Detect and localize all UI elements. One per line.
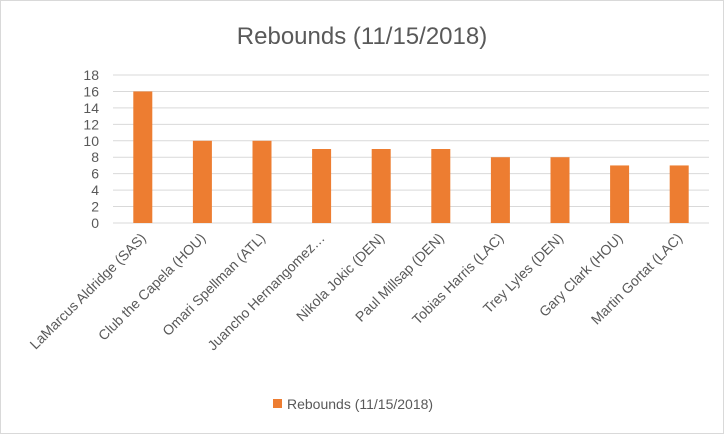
y-tick-label: 18 <box>83 67 99 83</box>
y-tick-label: 16 <box>83 83 99 99</box>
bar <box>610 165 630 223</box>
y-tick-label: 12 <box>83 116 99 132</box>
bar <box>192 140 212 223</box>
bar <box>371 149 391 223</box>
y-tick-label: 0 <box>91 215 99 231</box>
y-tick-label: 14 <box>83 100 99 116</box>
legend-label: Rebounds (11/15/2018) <box>287 396 433 412</box>
bar <box>431 149 451 223</box>
x-category-label: LaMarcus Aldridge (SAS) <box>26 230 148 352</box>
bar <box>312 149 332 223</box>
legend-swatch <box>273 399 282 408</box>
bar <box>550 157 570 223</box>
bar <box>490 157 510 223</box>
y-tick-label: 6 <box>91 166 99 182</box>
bar <box>669 165 689 223</box>
y-tick-label: 2 <box>91 199 99 215</box>
chart-title: Rebounds (11/15/2018) <box>237 23 487 50</box>
y-tick-label: 4 <box>91 182 99 198</box>
bar <box>252 140 272 223</box>
x-category-label: Club the Capela (HOU) <box>95 230 209 344</box>
bar <box>133 91 153 223</box>
x-category-label: Juancho Hernangomez… <box>204 230 328 354</box>
x-category-label: Omari Spellman (ATL) <box>159 230 268 339</box>
y-tick-label: 8 <box>91 149 99 165</box>
y-tick-label: 10 <box>83 133 99 149</box>
